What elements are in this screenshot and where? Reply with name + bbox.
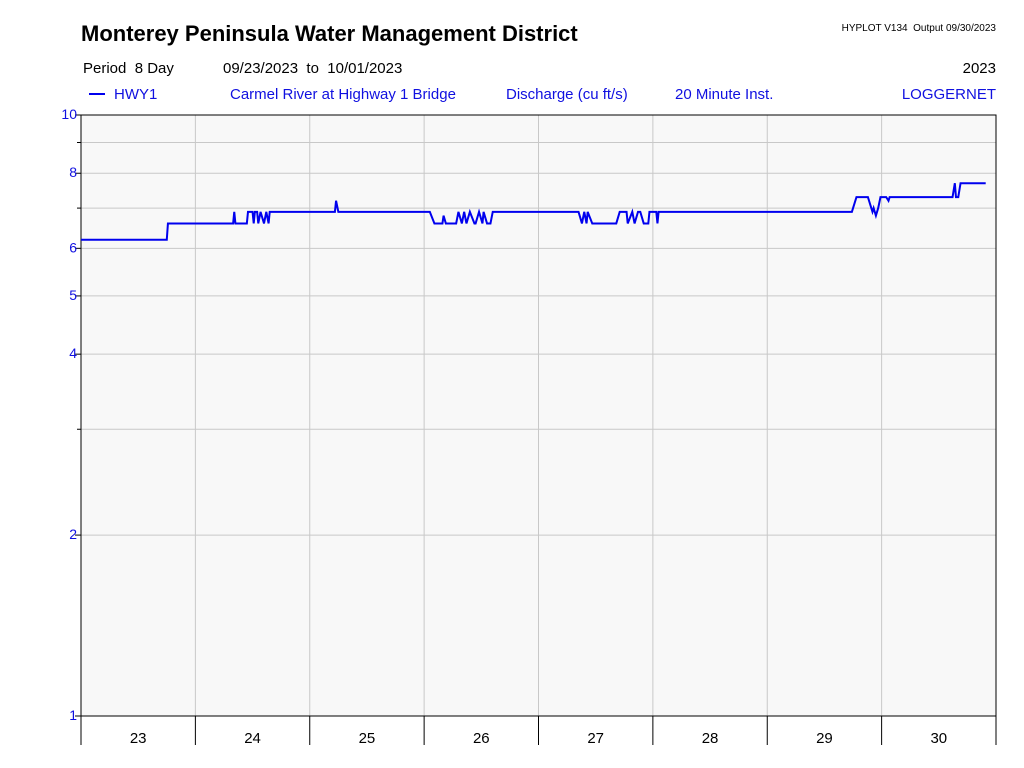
- data-line: [81, 182, 986, 241]
- interval: 20 Minute Inst.: [675, 86, 773, 103]
- station: Carmel River at Highway 1 Bridge: [230, 86, 456, 103]
- year: 2023: [963, 60, 996, 77]
- x-tick-label: 24: [244, 730, 261, 747]
- y-tick-label: 1: [69, 707, 77, 723]
- source: LOGGERNET: [902, 86, 996, 103]
- date-range: 09/23/2023 to 10/01/2023: [223, 60, 402, 77]
- y-tick-label: 6: [69, 239, 77, 255]
- x-tick-label: 30: [930, 730, 947, 747]
- chart-title: Monterey Peninsula Water Management Dist…: [81, 21, 578, 46]
- x-tick-label: 27: [587, 730, 604, 747]
- program-info: HYPLOT V134 Output 09/30/2023: [842, 23, 997, 34]
- y-tick-label: 8: [69, 164, 77, 180]
- x-tick-label: 26: [473, 730, 490, 747]
- y-tick-label: 2: [69, 526, 77, 542]
- x-tick-label: 28: [702, 730, 719, 747]
- y-tick-label: 5: [69, 287, 77, 303]
- y-tick-label: 10: [61, 106, 77, 122]
- period: Period 8 Day: [83, 60, 174, 77]
- x-tick-label: 25: [359, 730, 376, 747]
- x-tick-label: 23: [130, 730, 147, 747]
- x-tick-label: 29: [816, 730, 833, 747]
- plot-border: [80, 114, 997, 717]
- parameter: Discharge (cu ft/s): [506, 86, 628, 103]
- legend-label: HWY1: [114, 86, 157, 103]
- y-tick-label: 4: [69, 345, 77, 361]
